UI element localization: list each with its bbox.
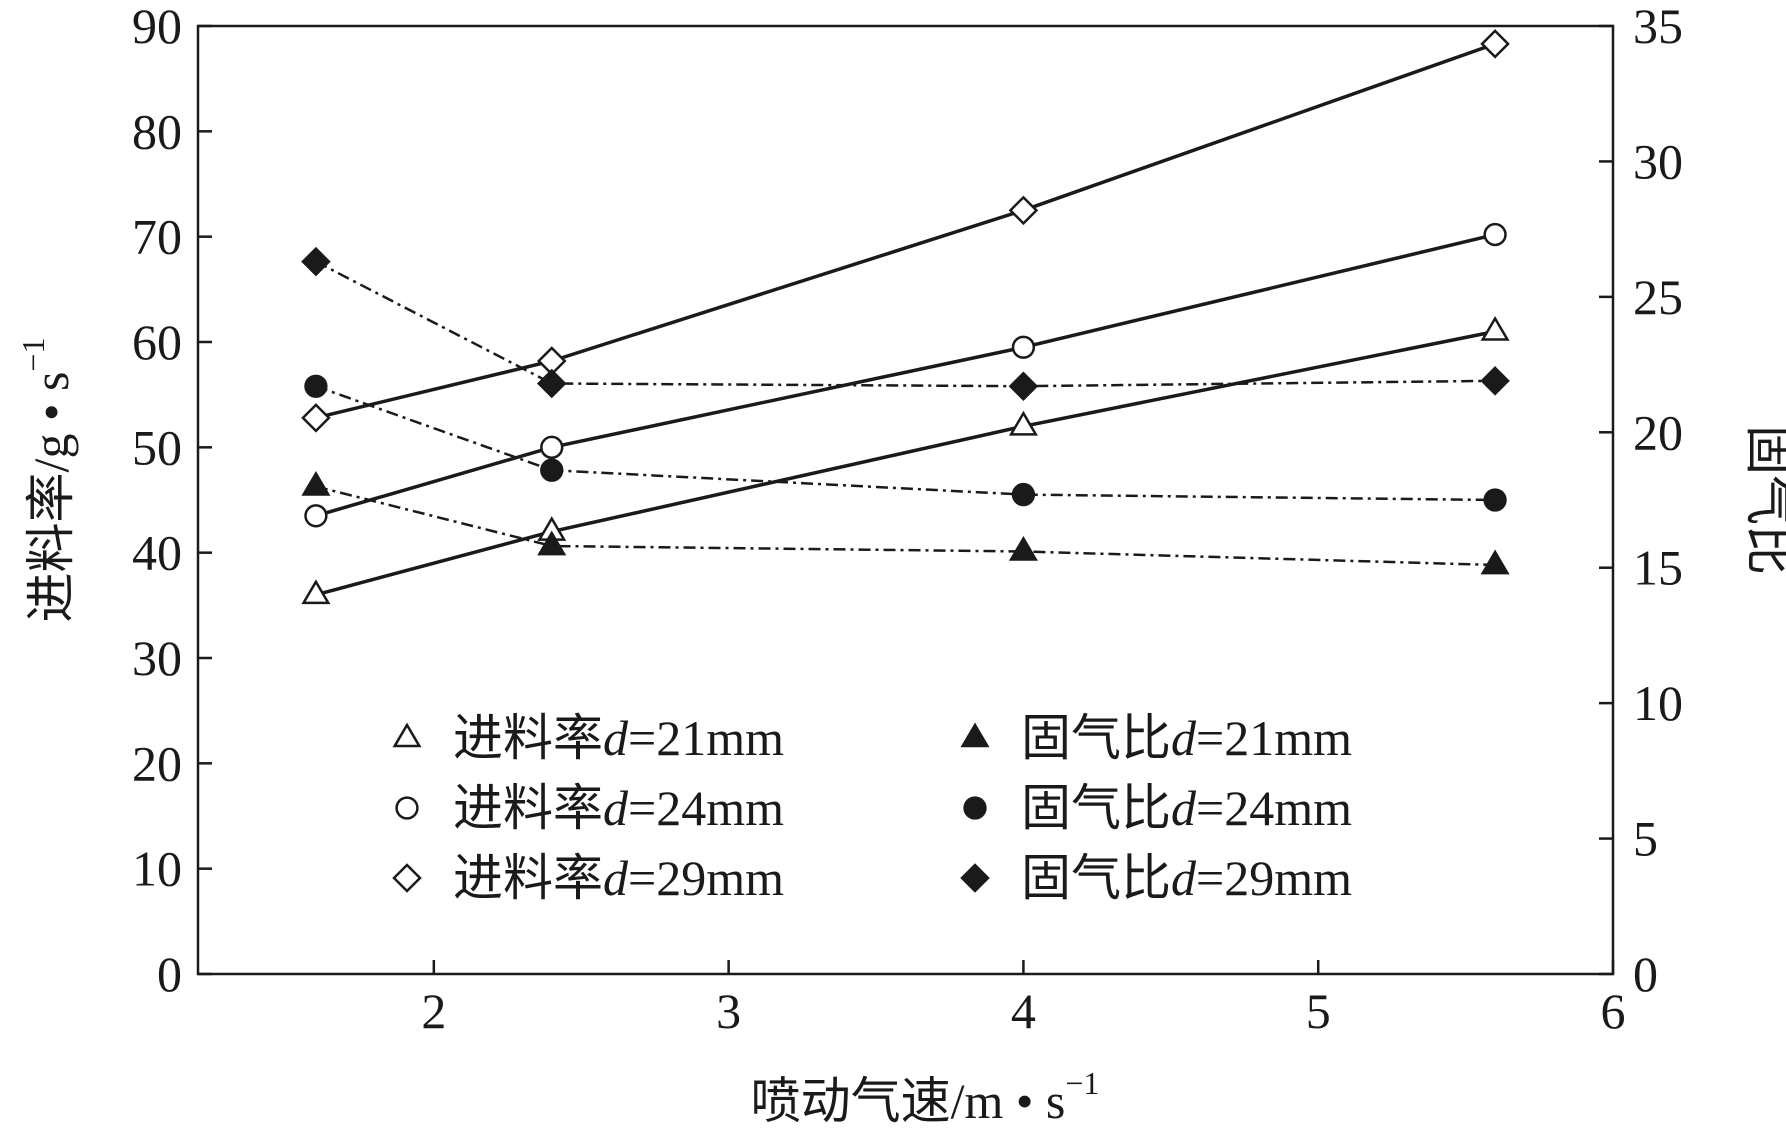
x-axis-label: 喷动气速/m • s−1 [751, 1065, 1100, 1129]
triangle-marker [960, 722, 990, 748]
triangle-marker [1480, 315, 1510, 341]
diamond-marker [536, 368, 567, 399]
legend-entry-label: 进料率d=24mm [453, 780, 784, 836]
x-tick-label: 2 [421, 983, 446, 1039]
series-lines [315, 42, 1496, 597]
diamond-marker [301, 246, 331, 277]
circle-marker [1011, 335, 1036, 359]
x-tick-label: 6 [1601, 983, 1626, 1039]
series-line-4 [315, 385, 1496, 502]
y-left-tick-label: 40 [132, 525, 182, 581]
x-tick-label: 4 [1011, 983, 1036, 1039]
circle-marker [1483, 222, 1507, 247]
triangle-marker [1008, 535, 1038, 561]
series-line-0 [315, 329, 1496, 597]
y-right-tick-label: 10 [1633, 675, 1683, 731]
legend: 进料率d=21mm 固气比d=21mm 进料率d=24mm 固气比d=24mm 进料率d… [392, 710, 1352, 906]
y-right-tick-label: 20 [1633, 404, 1683, 460]
circle-marker [395, 796, 419, 820]
y-left-tick-label: 50 [132, 419, 182, 475]
series-line-5 [315, 260, 1496, 388]
legend-entry-label: 固气比d=29mm [1021, 850, 1352, 906]
y-axis-right-label: 固气比 [1741, 425, 1786, 575]
series-line-1 [315, 232, 1496, 518]
y-left-tick-label: 90 [132, 0, 182, 54]
y-left-tick-label: 70 [132, 209, 182, 265]
circle-marker [304, 374, 328, 398]
plot-frame [196, 24, 1615, 976]
circle-marker [304, 504, 328, 528]
triangle-marker [301, 470, 331, 496]
y-right-tick-label: 15 [1633, 540, 1683, 596]
y-left-tick-label: 80 [132, 103, 182, 159]
series-markers [301, 29, 1510, 605]
diamond-marker [1008, 195, 1039, 226]
y-left-tick-label: 0 [157, 946, 182, 1002]
y-left-tick-label: 60 [132, 314, 182, 370]
y-right-tick-label: 35 [1633, 0, 1683, 54]
diamond-marker [1480, 366, 1510, 396]
circle-marker [1483, 488, 1507, 512]
y-right-tick-label: 0 [1633, 946, 1658, 1002]
x-tick-label: 5 [1306, 983, 1331, 1039]
diamond-marker [301, 403, 331, 433]
circle-marker [963, 796, 987, 820]
circle-marker [1011, 482, 1036, 507]
triangle-marker [1480, 549, 1510, 575]
legend-entry-label: 固气比d=21mm [1021, 710, 1352, 766]
diamond-marker [392, 863, 422, 893]
diamond-marker [960, 863, 990, 893]
diamond-marker [1480, 29, 1510, 59]
x-tick-label: 3 [716, 983, 741, 1039]
y-right-tick-label: 5 [1633, 811, 1658, 867]
legend-entry-label: 进料率d=21mm [453, 710, 784, 766]
legend-entry-label: 进料率d=29mm [453, 850, 784, 906]
y-left-tick-label: 20 [132, 735, 182, 791]
y-left-tick-label: 10 [132, 841, 182, 897]
triangle-marker [392, 722, 422, 748]
triangle-marker [1008, 410, 1038, 436]
y-axis-left-label: 进料率/g • s−1 [15, 338, 79, 623]
legend-entry-label: 固气比d=24mm [1021, 780, 1352, 836]
y-right-tick-label: 30 [1633, 133, 1683, 189]
circle-marker [540, 435, 564, 459]
series-line-3 [315, 485, 1496, 567]
circle-marker [540, 458, 564, 482]
y-right-tick-label: 25 [1633, 269, 1683, 325]
series-line-2 [315, 42, 1496, 420]
diamond-marker [1008, 371, 1039, 402]
y-left-tick-label: 30 [132, 630, 182, 686]
triangle-marker [301, 579, 331, 605]
triangle-marker [537, 530, 567, 556]
